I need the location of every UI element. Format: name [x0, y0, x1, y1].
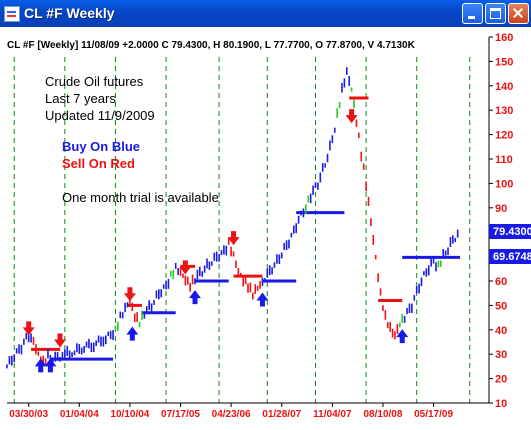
buy-arrow-icon	[396, 329, 409, 344]
annotation-line2: Last 7 years	[45, 91, 116, 106]
chart-area: CL #F [Weekly] 11/08/09 +2.0000 C 79.430…	[0, 27, 531, 425]
price-chart[interactable]: CL #F [Weekly] 11/08/09 +2.0000 C 79.430…	[0, 27, 531, 425]
close-button[interactable]	[508, 3, 529, 24]
x-tick-label: 04/23/06	[212, 409, 251, 420]
x-tick-label: 01/28/07	[262, 409, 301, 420]
y-axis: 102030405060708090100110120130140150160	[488, 32, 513, 410]
maximize-button[interactable]	[485, 3, 506, 24]
arrows-layer	[22, 109, 409, 373]
y-tick-label: 160	[495, 32, 513, 44]
sell-on-red-label: Sell On Red	[62, 156, 135, 171]
sell-arrow-icon	[22, 321, 35, 336]
sell-arrow-icon	[345, 109, 358, 124]
sell-arrow-icon	[179, 260, 192, 275]
close-price-badge-bg	[489, 224, 531, 239]
sell-arrow-icon	[123, 287, 136, 302]
bars-layer	[6, 67, 459, 369]
window-title: CL #F Weekly	[24, 5, 115, 21]
y-tick-label: 110	[495, 154, 513, 166]
stop-price-badge-bg	[489, 249, 531, 264]
x-tick-label: 07/17/05	[161, 409, 200, 420]
x-tick-label: 08/10/08	[363, 409, 402, 420]
trial-label: One month trial is available	[62, 190, 219, 205]
chart-header-text: CL #F [Weekly] 11/08/09 +2.0000 C 79.430…	[7, 40, 416, 51]
y-tick-label: 60	[495, 276, 507, 288]
x-tick-label: 10/10/04	[110, 409, 149, 420]
stops-layer	[31, 96, 461, 361]
x-tick-label: 11/04/07	[313, 409, 352, 420]
minimize-button[interactable]	[462, 3, 483, 24]
buy-arrow-icon	[256, 292, 269, 307]
y-tick-label: 30	[495, 349, 507, 361]
x-axis: 03/30/03 01/04/04 10/10/04 07/17/05 04/23/06…	[7, 402, 489, 420]
y-tick-label: 150	[495, 56, 513, 68]
y-tick-label: 40	[495, 325, 507, 337]
sell-arrow-icon	[227, 231, 240, 246]
buy-on-blue-label: Buy On Blue	[62, 139, 140, 154]
y-tick-label: 50	[495, 300, 507, 312]
y-tick-label: 120	[495, 130, 513, 142]
y-tick-label: 90	[495, 203, 507, 215]
x-tick-label: 05/17/09	[414, 409, 453, 420]
buy-arrow-icon	[188, 290, 201, 305]
title-bar[interactable]: CL #F Weekly	[0, 0, 531, 27]
y-tick-label: 10	[495, 398, 507, 410]
x-tick-label: 03/30/03	[9, 409, 48, 420]
chart-app-icon	[4, 6, 20, 22]
annotation-line3: Updated 11/9/2009	[45, 108, 155, 123]
buy-arrow-icon	[126, 326, 139, 341]
y-tick-label: 20	[495, 374, 507, 386]
sell-arrow-icon	[54, 333, 67, 348]
annotation-line1: Crude Oil futures	[45, 74, 144, 89]
stop-price-badge: 69.6748	[493, 251, 531, 263]
grid-layer	[13, 57, 471, 403]
y-tick-label: 140	[495, 81, 513, 93]
x-tick-label: 01/04/04	[60, 409, 99, 420]
y-tick-label: 100	[495, 178, 513, 190]
buy-arrow-icon	[34, 358, 47, 373]
y-tick-label: 130	[495, 105, 513, 117]
buy-arrow-icon	[44, 358, 57, 373]
close-price-badge: 79.4300	[493, 226, 531, 238]
